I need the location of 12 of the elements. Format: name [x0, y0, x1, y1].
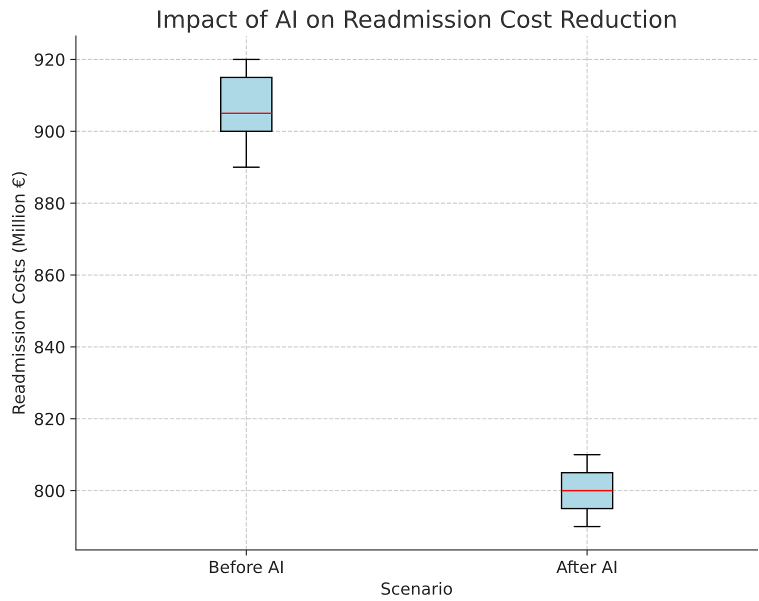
- y-axis-title: Readmission Costs (Million €): [12, 172, 27, 414]
- y-tick-label: 920: [34, 53, 64, 66]
- chart-title: Impact of AI on Readmission Cost Reduction: [158, 10, 676, 33]
- y-tick-label: 800: [34, 484, 64, 498]
- y-tick-label: 880: [34, 197, 64, 210]
- x-tick-label: After AI: [556, 560, 616, 574]
- y-tick-label: 860: [34, 268, 64, 282]
- y-tick-label: 820: [34, 412, 64, 426]
- y-tick-label: 840: [34, 340, 64, 354]
- x-tick-label: Before AI: [210, 560, 283, 574]
- y-tick-label: 900: [34, 125, 64, 138]
- x-axis-title: Scenario: [382, 582, 452, 595]
